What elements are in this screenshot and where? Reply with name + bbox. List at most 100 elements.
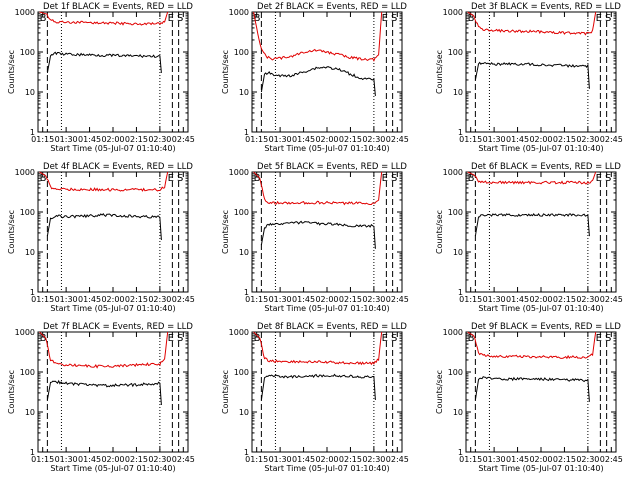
x-tick-label: 02:30 (576, 455, 599, 464)
y-axis-label: Counts/sec (221, 370, 230, 414)
x-tick-label: 01:15 (245, 295, 268, 304)
x-tick-label: 02:15 (339, 135, 362, 144)
x-tick-label: 02:30 (576, 135, 599, 144)
x-axis-label: Start Time (05-Jul-07 01:10:40) (264, 144, 389, 153)
events-rate-line (46, 379, 162, 406)
x-tick-label: 02:00 (529, 295, 552, 304)
x-tick-label: 01:30 (55, 455, 78, 464)
segment-marker-e: E (168, 333, 174, 344)
segment-marker-b: B (254, 13, 261, 24)
x-tick-label: 01:30 (55, 135, 78, 144)
y-tick-label: 1 (244, 128, 249, 137)
segment-marker-b: B (40, 173, 47, 184)
x-tick-label: 01:45 (78, 295, 101, 304)
segment-marker-s: S (605, 173, 611, 184)
panel-title: Det 5f BLACK = Events, RED = LLD (257, 162, 407, 172)
x-tick-label: 02:00 (315, 135, 338, 144)
x-tick-label: 02:30 (148, 455, 171, 464)
x-tick-label: 02:00 (529, 135, 552, 144)
segment-marker-e: E (596, 173, 602, 184)
lld-rate-line (253, 171, 383, 206)
detector-panel-8: Det 8f BLACK = Events, RED = LLD 1 10 100 10… (221, 322, 409, 473)
panel-title: Det 7f BLACK = Events, RED = LLD (43, 322, 193, 332)
x-tick-label: 01:30 (269, 295, 292, 304)
x-tick-label: 01:15 (245, 135, 268, 144)
x-axis-label: Start Time (05-Jul-07 01:10:40) (264, 464, 389, 473)
x-tick-label: 02:15 (125, 455, 148, 464)
segment-marker-s: S (177, 13, 183, 24)
x-tick-label: 01:15 (31, 455, 54, 464)
y-tick-label: 100 (20, 208, 35, 217)
events-rate-line (46, 213, 162, 241)
x-tick-label: 02:45 (172, 295, 195, 304)
detector-panel-6: Det 6f BLACK = Events, RED = LLD 1 10 100 10… (435, 162, 623, 313)
x-tick-label: 02:15 (553, 455, 576, 464)
y-axis-label: Counts/sec (7, 50, 16, 94)
y-axis-label: Counts/sec (435, 50, 444, 94)
lld-rate-line (39, 331, 169, 369)
plot-frame (37, 11, 189, 133)
segment-marker-b: B (40, 333, 47, 344)
y-tick-label: 1 (244, 448, 249, 457)
y-axis-label: Counts/sec (7, 370, 16, 414)
events-rate-line (260, 66, 376, 96)
y-tick-label: 100 (20, 368, 35, 377)
segment-marker-b: B (254, 333, 261, 344)
lld-rate-line (39, 11, 169, 26)
y-tick-label: 1000 (15, 328, 35, 337)
lld-rate-line (253, 331, 383, 366)
segment-marker-e: E (382, 173, 388, 184)
x-tick-label: 02:00 (315, 455, 338, 464)
y-tick-label: 100 (234, 208, 249, 217)
x-tick-label: 02:45 (600, 135, 623, 144)
segment-marker-s: S (391, 333, 397, 344)
events-rate-line (474, 376, 590, 402)
x-tick-label: 02:00 (101, 135, 124, 144)
y-tick-label: 1000 (443, 168, 463, 177)
detector-panel-9: Det 9f BLACK = Events, RED = LLD 1 10 100 10… (435, 322, 623, 473)
detector-panel-2: Det 2f BLACK = Events, RED = LLD 1 10 100 10… (221, 2, 409, 153)
lld-rate-line (39, 171, 169, 192)
y-tick-label: 100 (448, 48, 463, 57)
y-tick-label: 1 (30, 128, 35, 137)
y-tick-label: 10 (453, 248, 463, 257)
x-tick-label: 02:45 (172, 455, 195, 464)
y-axis-label: Counts/sec (7, 210, 16, 254)
segment-marker-e: E (168, 173, 174, 184)
x-tick-label: 01:45 (78, 135, 101, 144)
segment-marker-s: S (605, 333, 611, 344)
segment-marker-s: S (391, 13, 397, 24)
segment-marker-s: S (605, 13, 611, 24)
y-tick-label: 1000 (443, 328, 463, 337)
detector-panel-1: Det 1f BLACK = Events, RED = LLD 1 10 100 10… (7, 2, 195, 153)
segment-marker-b: B (254, 173, 261, 184)
x-tick-label: 02:15 (339, 455, 362, 464)
y-tick-label: 1000 (229, 328, 249, 337)
plot-frame (465, 171, 617, 293)
detector-panel-4: Det 4f BLACK = Events, RED = LLD 1 10 100 10… (7, 162, 195, 313)
segment-marker-s: S (177, 333, 183, 344)
segment-marker-b: B (40, 13, 47, 24)
lld-rate-line (467, 171, 597, 185)
x-axis-label: Start Time (05-Jul-07 01:10:40) (264, 304, 389, 313)
x-tick-label: 02:30 (576, 295, 599, 304)
segment-marker-s: S (177, 173, 183, 184)
x-tick-label: 02:30 (362, 135, 385, 144)
x-tick-label: 01:30 (483, 135, 506, 144)
y-tick-label: 1000 (15, 8, 35, 17)
y-tick-label: 1 (244, 288, 249, 297)
x-tick-label: 01:15 (31, 135, 54, 144)
x-tick-label: 01:30 (269, 455, 292, 464)
events-rate-line (260, 220, 376, 249)
x-tick-label: 02:15 (339, 295, 362, 304)
plot-frame (37, 171, 189, 293)
panel-title: Det 4f BLACK = Events, RED = LLD (43, 162, 193, 172)
events-rate-line (46, 51, 162, 73)
plot-frame (251, 11, 403, 133)
x-axis-label: Start Time (05-Jul-07 01:10:40) (478, 304, 603, 313)
y-tick-label: 10 (239, 408, 249, 417)
x-tick-label: 02:45 (600, 455, 623, 464)
panel-title: Det 1f BLACK = Events, RED = LLD (43, 2, 193, 12)
segment-marker-b: B (468, 333, 475, 344)
y-tick-label: 1000 (443, 8, 463, 17)
